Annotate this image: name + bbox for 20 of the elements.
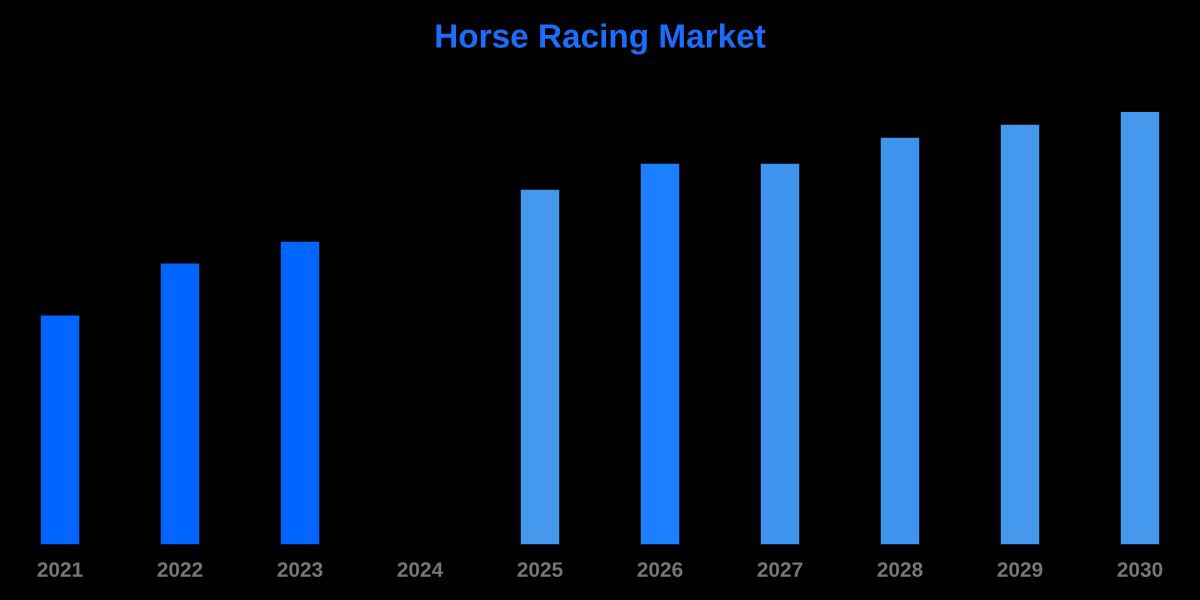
- chart-title: Horse Racing Market: [436, 23, 766, 55]
- bar: [1120, 111, 1160, 545]
- x-tick-label: 2029: [997, 562, 1043, 577]
- x-tick-label: 2024: [397, 562, 444, 577]
- x-tick-label: 2028: [877, 562, 923, 577]
- x-tick-label: 2026: [637, 562, 683, 577]
- bar: [520, 189, 560, 545]
- bar: [1000, 124, 1040, 545]
- bar: [640, 163, 680, 545]
- bar: [160, 263, 200, 545]
- bar: [760, 163, 800, 545]
- bar: [40, 315, 80, 545]
- x-tick-label: 2030: [1117, 562, 1163, 577]
- bar: [280, 241, 320, 545]
- bar: [880, 137, 920, 545]
- x-tick-label: 2022: [157, 562, 203, 577]
- x-tick-label: 2023: [277, 562, 323, 577]
- x-tick-label: 2027: [757, 562, 803, 577]
- x-tick-label: 2021: [37, 562, 83, 577]
- x-tick-label: 2025: [517, 562, 563, 577]
